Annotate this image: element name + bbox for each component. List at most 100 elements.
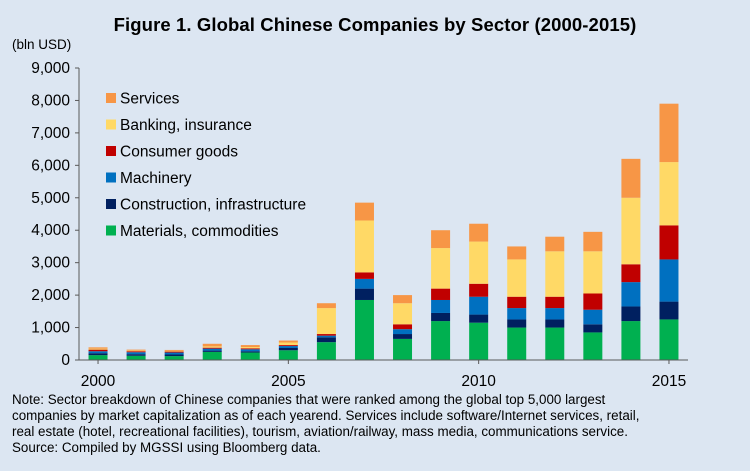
bar-2009-series-0 bbox=[431, 321, 451, 360]
bar-2003-series-0 bbox=[202, 351, 222, 360]
bar-2001-series-2 bbox=[126, 352, 146, 355]
bar-2005-series-1 bbox=[278, 348, 298, 351]
bar-2007-series-3 bbox=[354, 272, 374, 279]
bar-2015-series-2 bbox=[659, 259, 679, 302]
legend-label-3: Consumer goods bbox=[120, 144, 238, 161]
note-line-4: Source: Compiled by MGSSI using Bloomber… bbox=[12, 440, 321, 455]
bar-2005-series-2 bbox=[278, 346, 298, 348]
bar-2012-series-1 bbox=[545, 319, 565, 328]
legend-swatch-0 bbox=[106, 225, 116, 236]
x-tick-label-1: 2005 bbox=[271, 373, 305, 390]
y-tick-label-5: 5,000 bbox=[31, 190, 70, 207]
bar-2001-series-1 bbox=[126, 354, 146, 356]
y-tick-label-7: 7,000 bbox=[31, 125, 70, 142]
bar-2002-series-3 bbox=[164, 351, 184, 353]
bar-2004-series-1 bbox=[240, 351, 260, 353]
legend-label-1: Construction, infrastructure bbox=[120, 197, 306, 214]
legend-label-4: Banking, insurance bbox=[120, 117, 252, 134]
bar-2008-series-2 bbox=[393, 329, 413, 335]
y-tick-label-4: 4,000 bbox=[31, 222, 70, 239]
bar-2010-series-2 bbox=[469, 296, 489, 315]
bar-2007-series-1 bbox=[354, 288, 374, 300]
y-tick-label-0: 0 bbox=[61, 352, 70, 369]
x-tick-label-2: 2010 bbox=[461, 373, 496, 390]
bar-2008-series-3 bbox=[393, 324, 413, 330]
bar-2001-series-3 bbox=[126, 351, 146, 353]
bar-2005-series-5 bbox=[278, 340, 298, 343]
bar-2011-series-0 bbox=[507, 327, 527, 360]
bar-2012-series-5 bbox=[545, 236, 565, 252]
bar-2005-series-4 bbox=[278, 342, 298, 346]
bar-2001-series-4 bbox=[126, 350, 146, 352]
bar-2015-series-5 bbox=[659, 103, 679, 163]
bar-2012-series-2 bbox=[545, 308, 565, 320]
bar-2008-series-4 bbox=[393, 303, 413, 325]
bar-2010-series-4 bbox=[469, 241, 489, 284]
bar-2013-series-1 bbox=[583, 324, 603, 333]
bar-2007-series-2 bbox=[354, 278, 374, 289]
y-tick-label-6: 6,000 bbox=[31, 157, 70, 174]
bar-2015-series-1 bbox=[659, 301, 679, 320]
bar-2008-series-0 bbox=[393, 338, 413, 360]
legend-label-2: Machinery bbox=[120, 170, 192, 187]
bar-2000-series-2 bbox=[88, 351, 108, 354]
bar-2000-series-1 bbox=[88, 353, 108, 356]
bar-2014-series-3 bbox=[621, 264, 641, 283]
bar-2009-series-1 bbox=[431, 312, 451, 322]
bar-2006-series-1 bbox=[316, 337, 336, 343]
bars-layer bbox=[88, 103, 679, 360]
legend: Services Banking, insurance Consumer goods… bbox=[106, 91, 306, 240]
bar-2006-series-0 bbox=[316, 342, 336, 360]
bar-2003-series-1 bbox=[202, 350, 222, 352]
bar-2015-series-3 bbox=[659, 225, 679, 260]
bar-2010-series-0 bbox=[469, 322, 489, 360]
x-tick-label-0: 2000 bbox=[81, 373, 116, 390]
chart-note: Note: Sector breakdown of Chinese compan… bbox=[12, 392, 742, 456]
bar-2007-series-5 bbox=[354, 202, 374, 221]
note-line-2: companies by market capitalization as of… bbox=[12, 408, 640, 423]
bar-2015-series-4 bbox=[659, 162, 679, 226]
bar-2011-series-1 bbox=[507, 319, 527, 328]
bar-2012-series-0 bbox=[545, 327, 565, 360]
bar-2005-series-0 bbox=[278, 350, 298, 360]
bar-2014-series-5 bbox=[621, 158, 641, 198]
bar-2003-series-4 bbox=[202, 346, 222, 348]
bar-2008-series-5 bbox=[393, 295, 413, 304]
bar-2000-series-5 bbox=[88, 347, 108, 349]
bar-2006-series-5 bbox=[316, 303, 336, 309]
bar-2013-series-5 bbox=[583, 231, 603, 252]
bar-2009-series-2 bbox=[431, 299, 451, 313]
note-line-3: real estate (hotel, recreational facilit… bbox=[12, 424, 628, 439]
bar-2010-series-3 bbox=[469, 283, 489, 297]
bar-2012-series-3 bbox=[545, 296, 565, 309]
bar-2002-series-0 bbox=[164, 356, 184, 360]
bar-2003-series-3 bbox=[202, 347, 222, 349]
bar-2002-series-2 bbox=[164, 352, 184, 355]
bar-2011-series-2 bbox=[507, 308, 527, 320]
x-tick-label-3: 2015 bbox=[652, 373, 686, 390]
y-tick-label-9: 9,000 bbox=[31, 60, 70, 77]
bar-2004-series-4 bbox=[240, 347, 260, 349]
bar-2002-series-1 bbox=[164, 354, 184, 357]
y-tick-label-8: 8,000 bbox=[31, 92, 70, 109]
y-tick-label-1: 1,000 bbox=[31, 320, 70, 337]
legend-swatch-2 bbox=[106, 172, 116, 183]
bar-2013-series-2 bbox=[583, 309, 603, 325]
bar-2014-series-4 bbox=[621, 197, 641, 265]
bar-2011-series-5 bbox=[507, 246, 527, 260]
bar-2014-series-2 bbox=[621, 282, 641, 307]
bar-2014-series-1 bbox=[621, 306, 641, 322]
bar-2005-series-3 bbox=[278, 345, 298, 347]
bar-2006-series-4 bbox=[316, 308, 336, 335]
chart-title: Figure 1. Global Chinese Companies by Se… bbox=[113, 14, 637, 35]
bar-2000-series-0 bbox=[88, 355, 108, 360]
legend-swatch-3 bbox=[106, 146, 116, 156]
bar-2011-series-4 bbox=[507, 259, 527, 297]
bar-2007-series-0 bbox=[354, 299, 374, 360]
legend-swatch-1 bbox=[106, 199, 116, 209]
bar-2010-series-1 bbox=[469, 314, 489, 323]
bar-2012-series-4 bbox=[545, 251, 565, 297]
legend-label-0: Materials, commodities bbox=[120, 223, 279, 240]
